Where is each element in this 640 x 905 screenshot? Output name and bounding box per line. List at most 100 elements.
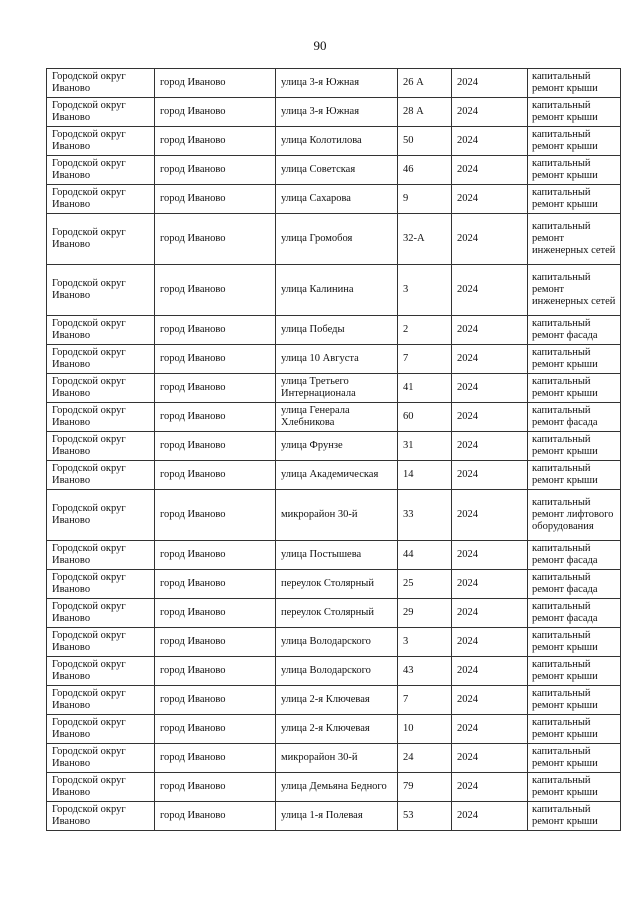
street-cell: микрорайон 30-й <box>275 743 398 773</box>
street-cell: переулок Столярный <box>275 569 398 599</box>
house-number-cell: 7 <box>397 685 452 715</box>
district-cell: Городской округ Иваново <box>46 402 155 432</box>
district-cell: Городской округ Иваново <box>46 431 155 461</box>
house-number-cell: 79 <box>397 772 452 802</box>
house-number-cell: 7 <box>397 344 452 374</box>
table-row: Городской округ Иваново город Иваново улиц… <box>46 685 621 715</box>
city-cell: город Иваново <box>154 489 276 541</box>
work-type-cell: капитальный ремонт фасада <box>527 402 621 432</box>
year-cell: 2024 <box>451 126 528 156</box>
year-cell: 2024 <box>451 772 528 802</box>
street-cell: переулок Столярный <box>275 598 398 628</box>
page-number: 90 <box>313 38 327 53</box>
work-type-cell: капитальный ремонт фасада <box>527 569 621 599</box>
table-row: Городской округ Иваново город Иваново улиц… <box>46 344 621 374</box>
year-cell: 2024 <box>451 714 528 744</box>
work-type-cell: капитальный ремонт крыши <box>527 431 621 461</box>
city-cell: город Иваново <box>154 714 276 744</box>
house-number-cell: 2 <box>397 315 452 345</box>
work-type-cell: капитальный ремонт крыши <box>527 772 621 802</box>
house-number-cell: 25 <box>397 569 452 599</box>
table-body: Городской округ Иваново город Иваново улиц… <box>46 68 621 831</box>
district-cell: Городской округ Иваново <box>46 184 155 214</box>
table-row: Городской округ Иваново город Иваново улиц… <box>46 714 621 744</box>
district-cell: Городской округ Иваново <box>46 801 155 831</box>
street-cell: улица Генерала Хлебникова <box>275 402 398 432</box>
work-type-cell: капитальный ремонт крыши <box>527 627 621 657</box>
district-cell: Городской округ Иваново <box>46 264 155 316</box>
city-cell: город Иваново <box>154 772 276 802</box>
house-number-cell: 44 <box>397 540 452 570</box>
house-number-cell: 33 <box>397 489 452 541</box>
house-number-cell: 3 <box>397 627 452 657</box>
district-cell: Городской округ Иваново <box>46 460 155 490</box>
city-cell: город Иваново <box>154 685 276 715</box>
table-row: Городской округ Иваново город Иваново улиц… <box>46 627 621 657</box>
work-type-cell: капитальный ремонт крыши <box>527 743 621 773</box>
house-number-cell: 9 <box>397 184 452 214</box>
work-type-cell: капитальный ремонт инженерных сетей <box>527 264 621 316</box>
district-cell: Городской округ Иваново <box>46 656 155 686</box>
year-cell: 2024 <box>451 213 528 265</box>
street-cell: улица Калинина <box>275 264 398 316</box>
district-cell: Городской округ Иваново <box>46 126 155 156</box>
house-number-cell: 32-А <box>397 213 452 265</box>
street-cell: улица Сахарова <box>275 184 398 214</box>
work-type-cell: капитальный ремонт лифтового оборудовани… <box>527 489 621 541</box>
year-cell: 2024 <box>451 184 528 214</box>
street-cell: улица Фрунзе <box>275 431 398 461</box>
year-cell: 2024 <box>451 402 528 432</box>
house-number-cell: 3 <box>397 264 452 316</box>
street-cell: улица Демьяна Бедного <box>275 772 398 802</box>
city-cell: город Иваново <box>154 627 276 657</box>
year-cell: 2024 <box>451 743 528 773</box>
city-cell: город Иваново <box>154 213 276 265</box>
year-cell: 2024 <box>451 540 528 570</box>
year-cell: 2024 <box>451 569 528 599</box>
work-type-cell: капитальный ремонт крыши <box>527 126 621 156</box>
street-cell: улица Колотилова <box>275 126 398 156</box>
house-number-cell: 29 <box>397 598 452 628</box>
street-cell: улица Академическая <box>275 460 398 490</box>
district-cell: Городской округ Иваново <box>46 569 155 599</box>
year-cell: 2024 <box>451 801 528 831</box>
district-cell: Городской округ Иваново <box>46 598 155 628</box>
district-cell: Городской округ Иваново <box>46 714 155 744</box>
district-cell: Городской округ Иваново <box>46 685 155 715</box>
table-row: Городской округ Иваново город Иваново улиц… <box>46 264 621 316</box>
city-cell: город Иваново <box>154 598 276 628</box>
table-row: Городской округ Иваново город Иваново улиц… <box>46 801 621 831</box>
district-cell: Городской округ Иваново <box>46 373 155 403</box>
year-cell: 2024 <box>451 685 528 715</box>
city-cell: город Иваново <box>154 743 276 773</box>
work-type-cell: капитальный ремонт инженерных сетей <box>527 213 621 265</box>
repair-schedule-table: Городской округ Иваново город Иваново улиц… <box>46 68 621 831</box>
house-number-cell: 14 <box>397 460 452 490</box>
year-cell: 2024 <box>451 431 528 461</box>
table-row: Городской округ Иваново город Иваново улиц… <box>46 460 621 490</box>
district-cell: Городской округ Иваново <box>46 743 155 773</box>
year-cell: 2024 <box>451 264 528 316</box>
city-cell: город Иваново <box>154 155 276 185</box>
city-cell: город Иваново <box>154 264 276 316</box>
table-row: Городской округ Иваново город Иваново микр… <box>46 743 621 773</box>
table-row: Городской округ Иваново город Иваново пере… <box>46 598 621 628</box>
work-type-cell: капитальный ремонт крыши <box>527 184 621 214</box>
district-cell: Городской округ Иваново <box>46 772 155 802</box>
street-cell: улица 3-я Южная <box>275 68 398 98</box>
city-cell: город Иваново <box>154 97 276 127</box>
house-number-cell: 10 <box>397 714 452 744</box>
year-cell: 2024 <box>451 656 528 686</box>
district-cell: Городской округ Иваново <box>46 627 155 657</box>
year-cell: 2024 <box>451 460 528 490</box>
street-cell: микрорайон 30-й <box>275 489 398 541</box>
table-row: Городской округ Иваново город Иваново улиц… <box>46 431 621 461</box>
city-cell: город Иваново <box>154 801 276 831</box>
street-cell: улица 2-я Ключевая <box>275 714 398 744</box>
city-cell: город Иваново <box>154 373 276 403</box>
city-cell: город Иваново <box>154 569 276 599</box>
district-cell: Городской округ Иваново <box>46 344 155 374</box>
city-cell: город Иваново <box>154 315 276 345</box>
district-cell: Городской округ Иваново <box>46 213 155 265</box>
street-cell: улица 3-я Южная <box>275 97 398 127</box>
